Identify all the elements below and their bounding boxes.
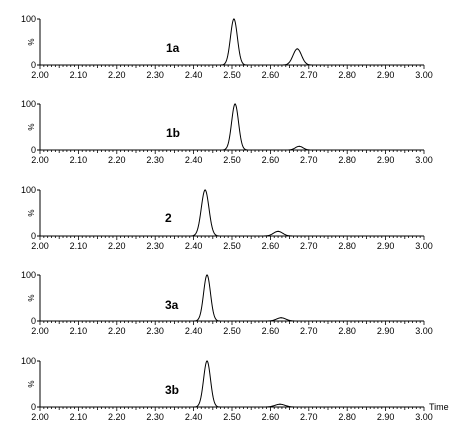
y-tick-label-bottom: 0: [31, 316, 36, 326]
x-tick-label: 2.30: [146, 241, 164, 251]
y-axis-label: %: [27, 38, 36, 45]
peak-apex-1b-2: [298, 145, 300, 147]
x-axis-title: Time: [429, 402, 449, 412]
x-tick-label: 2.50: [223, 155, 241, 165]
x-tick-label: 2.50: [223, 241, 241, 251]
x-tick-label: 2.80: [338, 241, 356, 251]
x-tick-label: 2.90: [377, 412, 395, 422]
x-tick-label: 2.80: [338, 155, 356, 165]
x-tick-label: 2.70: [300, 326, 318, 336]
x-tick-label: 2.10: [70, 412, 88, 422]
chromatogram-trace-3a: [40, 274, 424, 322]
x-tick-label: 2.40: [185, 70, 203, 80]
panel-3a: 100 0% 2.00 2.10 2.20 2.30 2.40 2.50 2.60 2.70 2.8…: [21, 270, 433, 336]
trace-label: 1a: [166, 41, 180, 55]
x-tick-label: 2.60: [262, 326, 280, 336]
x-tick-label: 2.60: [262, 241, 280, 251]
y-axis-label: %: [27, 380, 36, 387]
peak-apex-3b-2: [279, 403, 281, 405]
x-tick-label: 2.10: [70, 70, 88, 80]
chromatogram-trace-3b: [40, 360, 424, 408]
x-tick-label: 3.00: [415, 241, 433, 251]
x-tick-label: 2.10: [70, 326, 88, 336]
x-tick-label: 2.70: [300, 155, 318, 165]
chromatogram-trace-1a: [40, 18, 424, 66]
x-tick-label: 2.00: [31, 70, 49, 80]
y-tick-label-bottom: 0: [31, 60, 36, 70]
x-tick-label: 2.10: [70, 241, 88, 251]
x-tick-label: 2.70: [300, 70, 318, 80]
x-tick-label: 2.10: [70, 155, 88, 165]
trace-label: 3b: [165, 383, 179, 397]
peak-apex-3b-1: [206, 360, 208, 362]
x-tick-label: 2.60: [262, 155, 280, 165]
trace-label: 1b: [166, 126, 180, 140]
x-tick-label: 2.70: [300, 241, 318, 251]
y-tick-label-top: 100: [21, 185, 36, 195]
x-tick-label: 2.00: [31, 412, 49, 422]
x-tick-label: 3.00: [415, 326, 433, 336]
x-tick-label: 2.30: [146, 326, 164, 336]
x-tick-label: 2.50: [223, 412, 241, 422]
x-tick-label: 2.20: [108, 412, 126, 422]
peak-apex-2-2: [277, 230, 279, 232]
y-axis-label: %: [27, 209, 36, 216]
x-tick-label: 2.60: [262, 412, 280, 422]
y-tick-label-bottom: 0: [31, 145, 36, 155]
x-tick-label: 2.20: [108, 155, 126, 165]
peak-apex-1a-2: [296, 48, 298, 50]
x-tick-label: 2.80: [338, 412, 356, 422]
y-tick-label-top: 100: [21, 356, 36, 366]
x-tick-label: 2.20: [108, 326, 126, 336]
peak-apex-2-1: [204, 189, 206, 191]
peak-apex-1b-1: [234, 103, 236, 105]
panel-2: 100 0% 2.00 2.10 2.20 2.30 2.40 2.50 2.60 2.70 2.8…: [21, 185, 433, 251]
panel-3b: 100 0% 2.00 2.10 2.20 2.30 2.40 2.50 2.60 2.70 2.8…: [21, 356, 433, 422]
y-axis-label: %: [27, 294, 36, 301]
x-tick-label: 2.90: [377, 326, 395, 336]
chromatogram-trace-1b: [40, 103, 424, 151]
x-tick-label: 2.40: [185, 241, 203, 251]
peak-apex-3a-1: [206, 274, 208, 276]
x-tick-label: 2.40: [185, 412, 203, 422]
trace-label: 2: [165, 211, 172, 225]
x-tick-label: 2.00: [31, 241, 49, 251]
y-tick-label-top: 100: [21, 14, 36, 24]
x-tick-label: 2.70: [300, 412, 318, 422]
x-tick-label: 2.20: [108, 241, 126, 251]
y-axis-label: %: [27, 123, 36, 130]
peak-apex-1a-1: [233, 18, 235, 20]
panel-1b: 100 0% 2.00 2.10 2.20 2.30 2.40 2.50 2.60 2.70 2.8…: [21, 99, 433, 165]
x-tick-label: 2.50: [223, 326, 241, 336]
x-tick-label: 2.90: [377, 70, 395, 80]
x-tick-label: 3.00: [415, 412, 433, 422]
x-tick-label: 2.00: [31, 155, 49, 165]
x-tick-label: 2.50: [223, 70, 241, 80]
chromatogram-trace-2: [40, 189, 424, 237]
x-tick-label: 2.80: [338, 326, 356, 336]
y-tick-label-bottom: 0: [31, 231, 36, 241]
x-tick-label: 3.00: [415, 70, 433, 80]
x-tick-label: 2.80: [338, 70, 356, 80]
x-tick-label: 2.40: [185, 155, 203, 165]
x-tick-label: 2.90: [377, 155, 395, 165]
x-tick-label: 2.00: [31, 326, 49, 336]
x-tick-label: 2.30: [146, 70, 164, 80]
trace-label: 3a: [165, 298, 179, 312]
y-tick-label-top: 100: [21, 99, 36, 109]
y-tick-label-bottom: 0: [31, 402, 36, 412]
panel-1a: 100 0% 2.00 2.10 2.20 2.30 2.40 2.50 2.60 2.70 2.8…: [21, 14, 433, 80]
x-tick-label: 2.30: [146, 412, 164, 422]
y-tick-label-top: 100: [21, 270, 36, 280]
x-tick-label: 2.90: [377, 241, 395, 251]
x-tick-label: 2.60: [262, 70, 280, 80]
x-tick-label: 2.40: [185, 326, 203, 336]
x-tick-label: 2.20: [108, 70, 126, 80]
peak-apex-3a-2: [280, 317, 282, 319]
x-tick-label: 3.00: [415, 155, 433, 165]
x-tick-label: 2.30: [146, 155, 164, 165]
